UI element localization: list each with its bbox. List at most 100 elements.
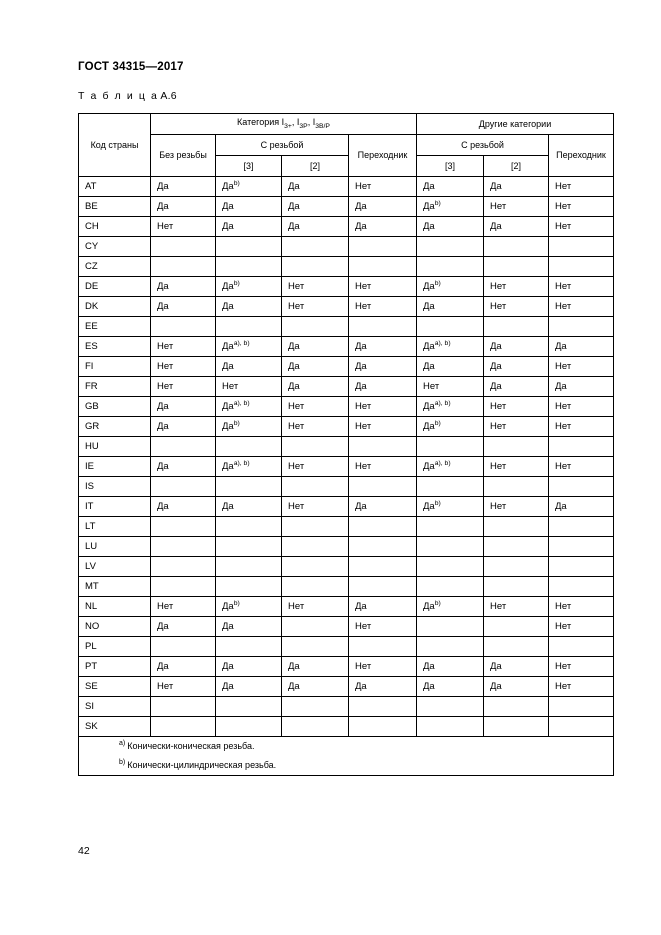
table-row: SE Нет Да Да Да Да Да Нет xyxy=(78,676,614,697)
value-cell xyxy=(483,536,549,557)
value-cell xyxy=(348,636,417,657)
value-cell: Нет xyxy=(483,416,549,437)
value-text: Нет xyxy=(555,221,572,232)
value-cell: Нет xyxy=(483,496,549,517)
value-text: Нет xyxy=(555,661,572,672)
header-row-groups: Код страны Категория I3+, I3P, I3B/P Дру… xyxy=(78,113,614,177)
value-text: Да xyxy=(222,181,234,192)
value-cell xyxy=(548,256,614,277)
value-cell: Да xyxy=(281,676,349,697)
value-cell: Даa), b) xyxy=(215,336,282,357)
value-text: Нет xyxy=(555,681,572,692)
value-text: Да xyxy=(222,461,234,472)
value-text: Да xyxy=(423,341,435,352)
value-cell: Даa), b) xyxy=(215,396,282,417)
value-cell: Да xyxy=(150,296,216,317)
value-cell xyxy=(215,536,282,557)
value-cell: Нет xyxy=(548,456,614,477)
country-code-cell: DE xyxy=(78,276,151,297)
value-cell: Нет xyxy=(548,616,614,637)
header-no-thread-left: Без резьбы xyxy=(150,134,216,177)
value-cell xyxy=(348,516,417,537)
value-cell xyxy=(416,236,484,257)
value-text: Да xyxy=(288,681,300,692)
country-code-cell: PT xyxy=(78,656,151,677)
value-cell xyxy=(416,436,484,457)
value-cell xyxy=(548,536,614,557)
value-cell xyxy=(281,476,349,497)
value-cell: Даa), b) xyxy=(416,336,484,357)
value-cell xyxy=(150,636,216,657)
value-cell: Даb) xyxy=(416,496,484,517)
footnote-line: a) Конически-коническая резьба. xyxy=(85,737,613,756)
value-cell: Да xyxy=(150,496,216,517)
value-cell xyxy=(416,536,484,557)
table-row: MT xyxy=(78,576,614,597)
table-row: IE Да Даa), b) Нет Нет Даa), b) Нет Нет xyxy=(78,456,614,477)
value-cell: Нет xyxy=(348,616,417,637)
value-cell xyxy=(548,436,614,457)
footnote-marker: b) xyxy=(119,759,126,766)
value-text: Да xyxy=(288,221,300,232)
value-cell xyxy=(281,556,349,577)
table-row: BE Да Да Да Да Даb) Нет Нет xyxy=(78,196,614,217)
value-text: Да xyxy=(423,601,435,612)
value-cell xyxy=(150,716,216,737)
country-code-cell: GB xyxy=(78,396,151,417)
value-cell: Да xyxy=(348,196,417,217)
country-code-cell: IE xyxy=(78,456,151,477)
value-text: Да xyxy=(288,181,300,192)
value-cell: Да xyxy=(215,656,282,677)
value-cell: Да xyxy=(281,176,349,197)
value-cell: Да xyxy=(548,336,614,357)
footnote-marker: a), b) xyxy=(233,459,250,467)
table-row: DE Да Даb) Нет Нет Даb) Нет Нет xyxy=(78,276,614,297)
header-sep-2: , I xyxy=(307,117,316,128)
value-text: Да xyxy=(490,381,502,392)
value-cell xyxy=(483,636,549,657)
value-cell: Нет xyxy=(348,456,417,477)
table-row: PT Да Да Да Нет Да Да Нет xyxy=(78,656,614,677)
value-text: Да xyxy=(288,381,300,392)
value-cell: Нет xyxy=(483,196,549,217)
value-text: Да xyxy=(288,201,300,212)
value-cell xyxy=(416,696,484,717)
value-cell: Да xyxy=(150,396,216,417)
value-cell xyxy=(150,536,216,557)
table-row: SK xyxy=(78,716,614,737)
table-row: LU xyxy=(78,536,614,557)
footnote-marker: b) xyxy=(233,419,240,427)
value-cell: Нет xyxy=(483,296,549,317)
country-code-cell: SI xyxy=(78,696,151,717)
table-row: HU xyxy=(78,436,614,457)
value-cell: Да xyxy=(483,216,549,237)
value-cell xyxy=(215,476,282,497)
value-text: Да xyxy=(222,501,234,512)
value-cell: Нет xyxy=(348,396,417,417)
value-cell: Нет xyxy=(548,356,614,377)
value-cell: Да xyxy=(281,196,349,217)
value-cell: Да xyxy=(215,496,282,517)
table-row: PL xyxy=(78,636,614,657)
value-cell xyxy=(548,476,614,497)
footnote-marker: b) xyxy=(233,279,240,287)
value-cell xyxy=(416,556,484,577)
country-code-cell: EE xyxy=(78,316,151,337)
value-text: Да xyxy=(288,661,300,672)
country-code-cell: FI xyxy=(78,356,151,377)
value-cell xyxy=(416,316,484,337)
value-cell: Да xyxy=(348,216,417,237)
header-adapter-left: Переходник xyxy=(348,134,417,177)
value-cell xyxy=(548,236,614,257)
value-text: Да xyxy=(423,201,435,212)
value-cell xyxy=(215,636,282,657)
value-text: Нет xyxy=(157,381,174,392)
value-cell xyxy=(281,716,349,737)
country-code-cell: CY xyxy=(78,236,151,257)
value-cell xyxy=(416,576,484,597)
value-cell: Да xyxy=(416,176,484,197)
value-cell: Нет xyxy=(348,656,417,677)
value-cell: Да xyxy=(150,276,216,297)
header-sep-1: , I xyxy=(291,117,300,128)
country-code-cell: LT xyxy=(78,516,151,537)
